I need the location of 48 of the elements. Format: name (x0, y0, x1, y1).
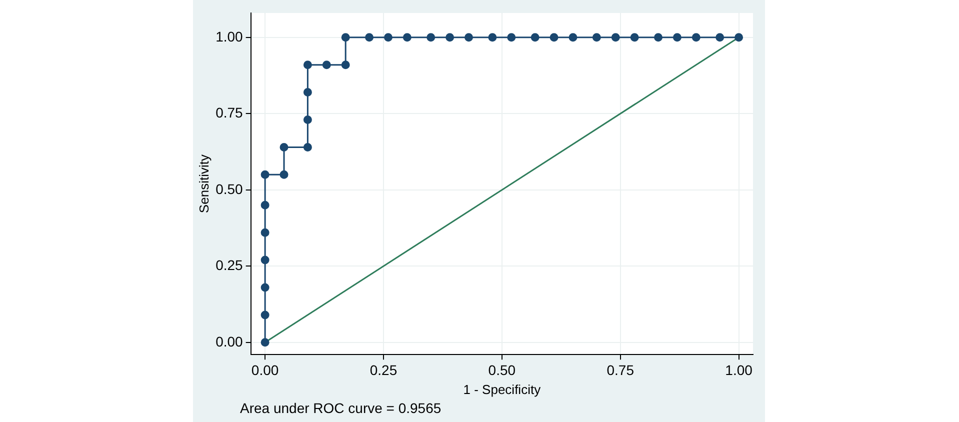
y-tick-label: 0.25 (216, 257, 244, 274)
point (402, 33, 412, 42)
y-axis-title: Sensitivity (196, 154, 212, 214)
point (446, 33, 454, 42)
point (260, 256, 270, 264)
point (592, 33, 601, 42)
point (303, 116, 312, 124)
point (280, 170, 288, 179)
point (611, 33, 620, 42)
point (260, 170, 270, 179)
point (550, 33, 558, 42)
point (384, 33, 392, 42)
x-tick-label: 0.75 (606, 362, 634, 378)
point (654, 33, 663, 42)
point (260, 310, 270, 320)
point (280, 142, 288, 152)
point (507, 33, 516, 42)
y-tick-label: 1.00 (216, 28, 244, 44)
point (365, 33, 374, 42)
point (260, 283, 270, 292)
x-tick-label: 0.50 (488, 362, 516, 378)
x-axis-title: 1 - Specificity (463, 382, 542, 397)
point (322, 60, 331, 70)
point (303, 142, 312, 152)
y-tick-label: 0.00 (216, 333, 244, 350)
x-tick-label: 0.25 (370, 362, 398, 378)
point (426, 33, 436, 42)
point (464, 33, 474, 42)
point (716, 33, 724, 42)
point (530, 33, 540, 42)
text: Area under ROC curve = 0.9565 (240, 400, 442, 416)
point (672, 33, 682, 42)
y-tick-label: 0.75 (216, 104, 244, 121)
point (488, 33, 497, 42)
point (303, 60, 312, 70)
point (692, 33, 700, 42)
point (341, 33, 350, 42)
point (734, 33, 744, 42)
point (341, 60, 350, 70)
x-tick-label: 1.00 (725, 362, 753, 378)
y-tick-label: 0.50 (216, 180, 244, 197)
x-tick-label: 0.00 (251, 362, 279, 378)
point (260, 200, 270, 210)
point (568, 33, 578, 42)
point (260, 338, 270, 347)
point (303, 88, 312, 97)
point (630, 33, 639, 42)
point (260, 228, 270, 237)
